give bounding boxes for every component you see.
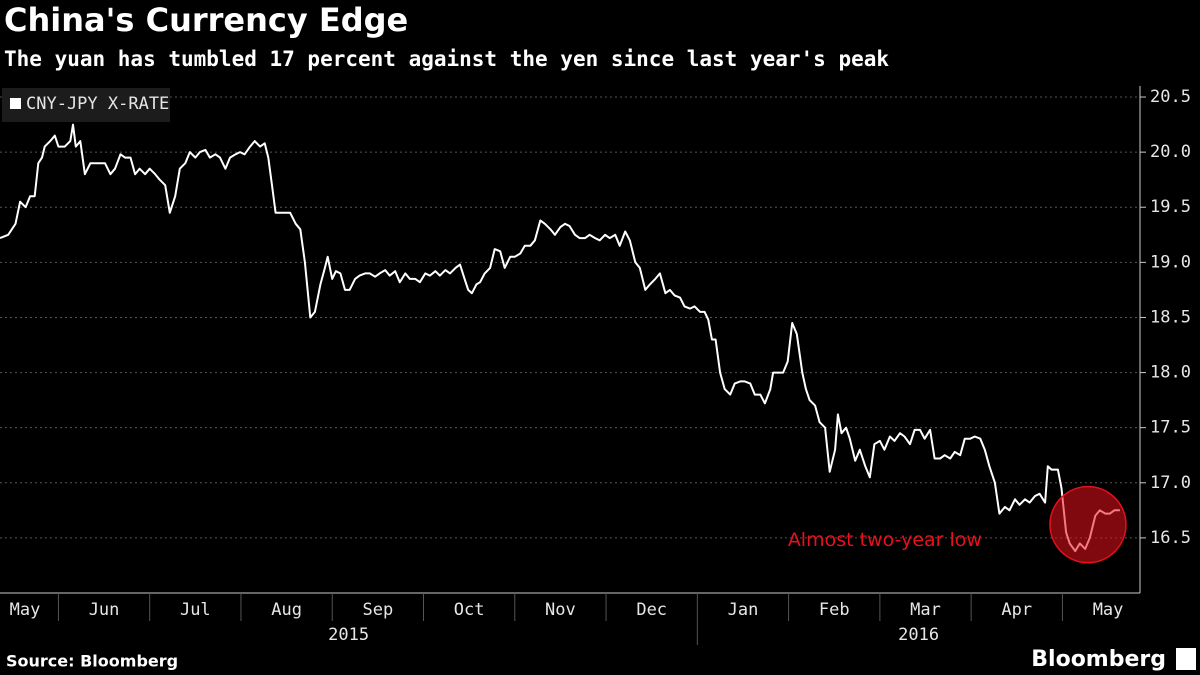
x-tick-label: Sep (363, 600, 394, 620)
y-tick-label: 19.0 (1150, 252, 1191, 272)
chart-subtitle: The yuan has tumbled 17 percent against … (4, 47, 889, 71)
y-tick-label: 17.5 (1150, 418, 1191, 438)
annotation-text: Almost two-year low (788, 529, 982, 551)
brand-icon (1176, 648, 1196, 670)
y-tick-label: 18.0 (1150, 363, 1191, 383)
x-group-label: 2016 (898, 625, 939, 645)
legend-box (2, 88, 170, 122)
x-tick-label: Nov (545, 600, 576, 620)
source: Source: Bloomberg (6, 652, 178, 671)
x-tick-label: Jun (89, 600, 120, 620)
x-tick-label: Mar (910, 600, 941, 620)
brand: Bloomberg (1031, 647, 1166, 672)
annotation-circle (1049, 485, 1127, 564)
x-tick-label: Feb (819, 600, 850, 620)
x-group-label: 2015 (328, 625, 369, 645)
x-tick-label: Dec (636, 600, 667, 620)
x-tick-label: May (1093, 600, 1124, 620)
chart-title: China's Currency Edge (4, 1, 408, 39)
x-tick-label: Oct (454, 600, 485, 620)
series-line (0, 123, 1120, 553)
x-tick-label: Jul (180, 600, 211, 620)
y-tick-label: 18.5 (1150, 307, 1191, 327)
y-tick-label: 17.0 (1150, 473, 1191, 493)
x-tick-label: Apr (1001, 600, 1032, 620)
y-tick-label: 20.0 (1150, 142, 1191, 162)
legend-swatch (10, 98, 21, 109)
x-tick-label: Jan (728, 600, 759, 620)
legend-label: CNY-JPY X-RATE (26, 94, 169, 114)
y-tick-label: 16.5 (1150, 528, 1191, 548)
x-tick-label: May (10, 600, 41, 620)
y-tick-label: 19.5 (1150, 197, 1191, 217)
y-tick-label: 20.5 (1150, 87, 1191, 107)
x-tick-label: Aug (271, 600, 302, 620)
